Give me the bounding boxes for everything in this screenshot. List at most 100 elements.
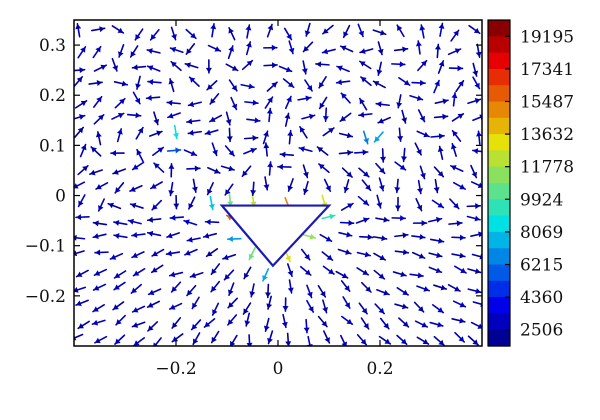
vector-arrow (185, 28, 197, 40)
x-tick-label: 0 (273, 359, 284, 379)
vector-arrow (282, 297, 289, 312)
vector-arrow (472, 148, 482, 155)
vector-arrow (241, 59, 254, 71)
vector-arrow (359, 234, 374, 241)
vector-arrow (192, 332, 201, 346)
vector-arrow (209, 114, 223, 123)
vector-arrow (183, 149, 198, 157)
obstacle-triangle (219, 204, 332, 268)
y-tick-label: −0.1 (25, 237, 66, 257)
colorbar-label: 6215 (520, 256, 563, 276)
obstacle-region (219, 204, 332, 268)
vector-arrow (186, 118, 201, 125)
vector-arrow (113, 270, 127, 279)
vector-arrow (204, 218, 220, 225)
vector-arrow (170, 26, 177, 41)
vector-arrow (315, 61, 330, 68)
colorbar-band (488, 215, 510, 233)
vector-arrow (285, 332, 292, 346)
y-tick-label: 0.1 (39, 136, 66, 156)
vector-arrow (467, 98, 482, 105)
vector-arrow (94, 249, 109, 256)
vector-arrow (335, 270, 349, 279)
vector-arrow (335, 79, 351, 86)
vector-arrow (278, 65, 293, 73)
vector-arrow (394, 161, 407, 171)
vector-arrow (186, 236, 201, 243)
vector-arrow (263, 44, 278, 51)
vector-arrow (429, 321, 444, 328)
vector-arrow (153, 337, 162, 346)
vector-arrow (467, 335, 479, 346)
vector-arrow (361, 281, 372, 293)
vector-arrow (135, 126, 144, 140)
vector-arrow (411, 233, 426, 240)
vector-arrow (338, 231, 353, 238)
vector-arrow (97, 198, 105, 212)
vector-arrow (411, 251, 426, 259)
vector-arrow (114, 182, 125, 194)
vector-arrow (173, 124, 179, 140)
vector-arrow (281, 313, 288, 329)
vector-arrow (228, 27, 236, 41)
vector-arrow (131, 251, 145, 259)
vector-arrow (448, 220, 463, 227)
vector-arrow (343, 179, 350, 194)
vector-arrow (263, 62, 278, 69)
vector-arrow (244, 99, 259, 106)
vector-arrow (394, 232, 409, 239)
vector-arrow (262, 268, 270, 282)
vector-arrow (88, 80, 103, 86)
vector-arrow (321, 48, 336, 55)
vector-arrow (132, 267, 146, 277)
vector-arrow (191, 178, 198, 193)
vector-arrow (438, 22, 445, 37)
vector-arrow (299, 126, 308, 139)
vector-arrow (451, 252, 466, 259)
vector-arrow (475, 43, 482, 58)
vector-arrow (430, 133, 445, 140)
vector-arrow (205, 248, 219, 258)
vector-arrow (206, 181, 214, 196)
vector-arrow (372, 235, 388, 242)
vector-arrow (224, 145, 235, 157)
vector-arrow (336, 65, 350, 73)
vector-arrow (111, 25, 125, 34)
vector-arrow (250, 181, 257, 197)
vector-arrow (92, 233, 107, 240)
vector-arrow (428, 252, 443, 259)
colorbar-band (488, 297, 510, 314)
vector-arrow (429, 237, 445, 244)
vector-arrow (135, 75, 142, 90)
vector-arrow (476, 130, 482, 145)
vector-arrow (150, 181, 163, 190)
vector-arrow (110, 150, 125, 157)
vector-arrow (91, 319, 106, 326)
colorbar-band (488, 36, 510, 54)
vector-arrow (414, 320, 429, 328)
vector-arrow (266, 81, 278, 92)
vector-arrow (246, 117, 261, 124)
vector-arrow (396, 287, 409, 296)
vector-arrow (150, 264, 164, 274)
vector-arrow (77, 194, 86, 208)
vector-arrow (301, 60, 308, 75)
colorbar-band (488, 313, 510, 331)
vector-arrow (151, 199, 163, 211)
colorbar: 19195 17341 15487 13632 11778 9924 8069 6215 436… (487, 19, 574, 347)
vector-arrow (230, 96, 238, 111)
vector-arrow (147, 79, 162, 86)
vector-arrow (210, 263, 221, 276)
y-tick-label: −0.2 (25, 287, 66, 307)
vector-arrow (279, 151, 295, 158)
vector-arrow (226, 127, 233, 143)
vector-arrow (207, 166, 221, 174)
vector-arrow (432, 304, 445, 314)
vector-arrow (431, 199, 445, 209)
vector-arrow (433, 284, 448, 291)
vector-arrow (396, 94, 403, 109)
vector-arrow (203, 318, 216, 328)
colorbar-band (488, 264, 510, 282)
vector-arrow (75, 214, 90, 221)
vector-arrow (205, 59, 212, 74)
